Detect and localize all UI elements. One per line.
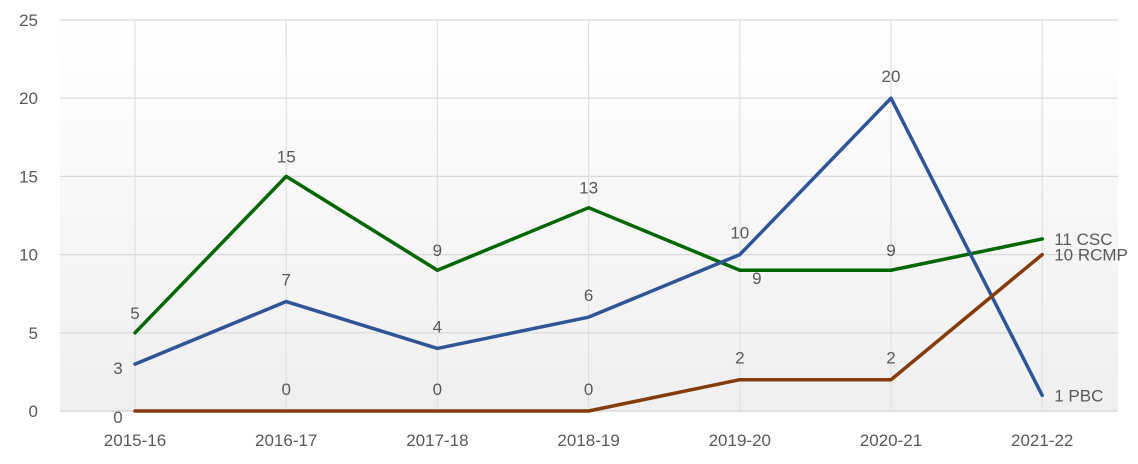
y-tick-label: 10 — [19, 246, 38, 265]
data-label: 13 — [579, 179, 598, 198]
y-tick-label: 15 — [19, 167, 38, 186]
y-tick-label: 25 — [19, 11, 38, 30]
x-tick-label: 2015-16 — [104, 431, 166, 450]
series-name-label: PBC — [1068, 386, 1103, 405]
x-tick-label: 2020-21 — [860, 431, 922, 450]
x-tick-label: 2019-20 — [709, 431, 771, 450]
y-tick-label: 5 — [29, 324, 38, 343]
data-label: 9 — [752, 269, 761, 288]
data-label: 3 — [113, 359, 122, 378]
series-name-label: RCMP — [1078, 246, 1128, 265]
data-label: 1 — [1054, 386, 1063, 405]
x-tick-label: 2017-18 — [406, 431, 468, 450]
data-label: 0 — [433, 380, 442, 399]
y-tick-label: 0 — [29, 402, 38, 421]
x-tick-label: 2016-17 — [255, 431, 317, 450]
x-tick-label: 2021-22 — [1011, 431, 1073, 450]
data-label: 0 — [113, 408, 122, 427]
data-label: 9 — [886, 241, 895, 260]
data-label: 0 — [281, 380, 290, 399]
data-label: 10 — [1054, 246, 1073, 265]
x-tick-label: 2018-19 — [557, 431, 619, 450]
data-label: 2 — [886, 349, 895, 368]
data-label: 7 — [281, 271, 290, 290]
y-tick-label: 20 — [19, 89, 38, 108]
data-label: 9 — [433, 241, 442, 260]
data-label: 0 — [584, 380, 593, 399]
end-label-pbc: 1 PBC — [1054, 386, 1103, 405]
end-label-rcmp: 10 RCMP — [1054, 246, 1128, 265]
data-label: 2 — [735, 349, 744, 368]
data-label: 4 — [433, 317, 442, 336]
data-label: 10 — [730, 224, 749, 243]
data-label: 15 — [277, 147, 296, 166]
data-label: 6 — [584, 286, 593, 305]
data-label: 5 — [130, 304, 139, 323]
data-label: 20 — [882, 67, 901, 86]
